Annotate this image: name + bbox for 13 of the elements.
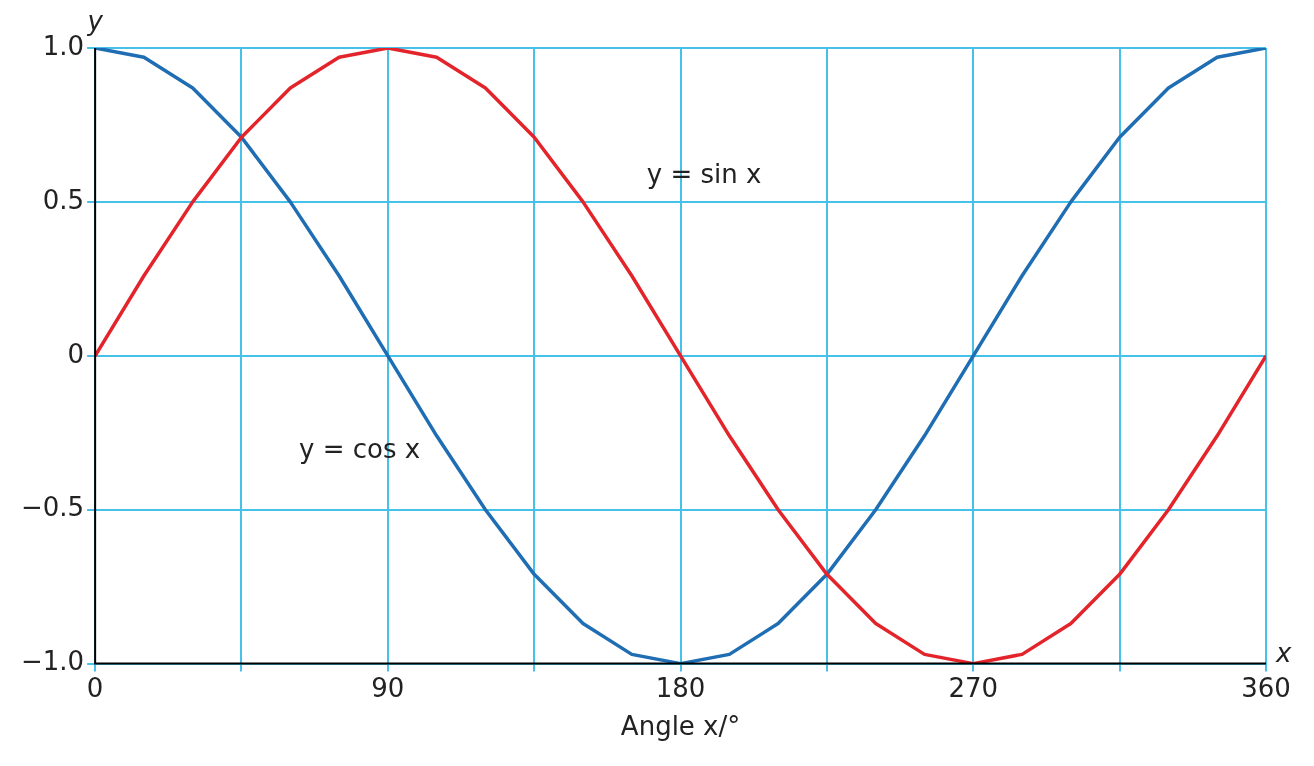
x-tick-label: 270 <box>948 672 999 703</box>
x-axis-title: Angle x/° <box>620 711 741 742</box>
y-tick-label: 0.5 <box>42 184 85 215</box>
text: x <box>1275 638 1292 669</box>
x-tick-label: 360 <box>1241 672 1291 703</box>
y-tick-label: 0 <box>67 338 85 369</box>
x-tick-label: 0 <box>86 672 104 703</box>
x-tick-label: 90 <box>371 672 405 703</box>
y-axis-title: y <box>86 5 104 36</box>
x-tick-label: 180 <box>655 672 706 703</box>
y-tick-label: −0.5 <box>20 492 85 523</box>
y-tick-label: −1.0 <box>20 646 85 677</box>
y-tick-label: 1.0 <box>42 30 85 61</box>
